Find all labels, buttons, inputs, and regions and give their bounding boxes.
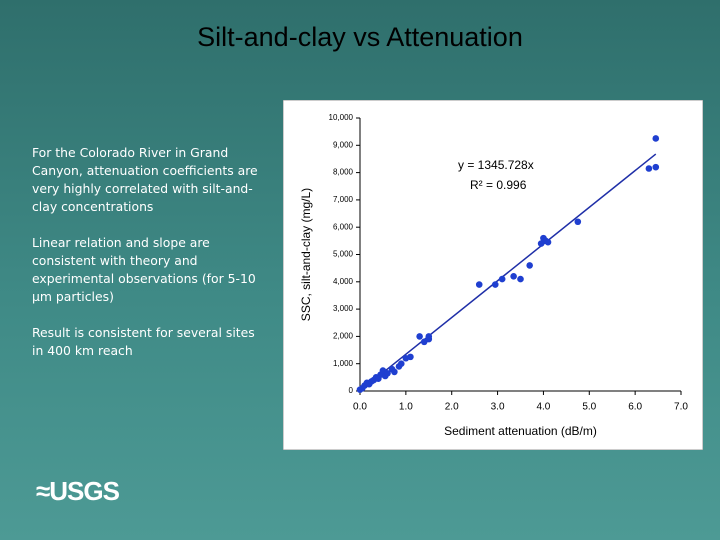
data-point [510, 273, 517, 280]
chart-box: 0 1,000 2,000 3,000 4,000 5,000 6,000 7,000 8,00… [282, 99, 704, 455]
data-point [397, 360, 405, 368]
paragraph: Result is consistent for several sites i… [32, 325, 255, 358]
data-point [475, 281, 483, 288]
x-tick-label: 4.0 [536, 402, 550, 413]
data-point [574, 218, 582, 226]
data-point [407, 353, 414, 361]
chart: 0 1,000 2,000 3,000 4,000 5,000 6,000 7,000 8,00… [282, 99, 704, 451]
y-tick-label: 5,000 [333, 250, 354, 259]
x-tick-label: 2.0 [445, 402, 459, 413]
data-point [544, 238, 552, 246]
logo-text: USGS [49, 476, 120, 506]
data-point [652, 163, 660, 171]
data-point [425, 333, 433, 340]
y-tick-label: 8,000 [333, 168, 354, 177]
x-tick-label: 6.0 [628, 402, 642, 413]
y-tick-label: 6,000 [333, 222, 354, 231]
slide-title: Silt-and-clay vs Attenuation [197, 22, 523, 52]
x-tick-label: 7.0 [674, 402, 688, 413]
y-tick-label: 0 [349, 386, 354, 395]
y-tick-label: 1,000 [333, 359, 354, 368]
y-tick-label: 3,000 [333, 304, 354, 313]
x-axis-label: Sediment attenuation (dB/m) [444, 424, 597, 438]
trend-line [359, 153, 657, 392]
y-tick-label: 9,000 [333, 140, 354, 149]
data-point [526, 262, 533, 269]
y-axis-label: SSC, silt-and-clay (mg/L) [299, 188, 313, 321]
data-point [391, 368, 398, 376]
data-point [498, 275, 506, 283]
data-point [645, 165, 653, 172]
y-tick-label: 10,000 [329, 113, 354, 122]
data-point [384, 369, 391, 377]
chart-background [282, 99, 704, 451]
annotation: y = 1345.728x [458, 158, 534, 172]
paragraph: For the Colorado River in Grand Canyon, … [32, 145, 258, 214]
x-tick-label: 3.0 [491, 402, 505, 413]
data-point [517, 275, 524, 283]
data-point [416, 333, 423, 340]
paragraph: Linear relation and slope are consistent… [32, 235, 256, 304]
logo: ≈USGS [36, 476, 120, 506]
x-tick-label: 0.0 [353, 402, 367, 413]
slide-text: For the Colorado River in Grand Canyon, … [32, 144, 260, 378]
annotation: R² = 0.996 [470, 178, 527, 192]
x-tick-label: 5.0 [582, 402, 596, 413]
x-tick-label: 1.0 [399, 402, 413, 413]
y-tick-label: 2,000 [333, 332, 354, 341]
data-point [652, 135, 660, 142]
data-point [491, 281, 499, 288]
y-tick-label: 7,000 [333, 195, 354, 204]
y-tick-label: 4,000 [333, 277, 354, 286]
